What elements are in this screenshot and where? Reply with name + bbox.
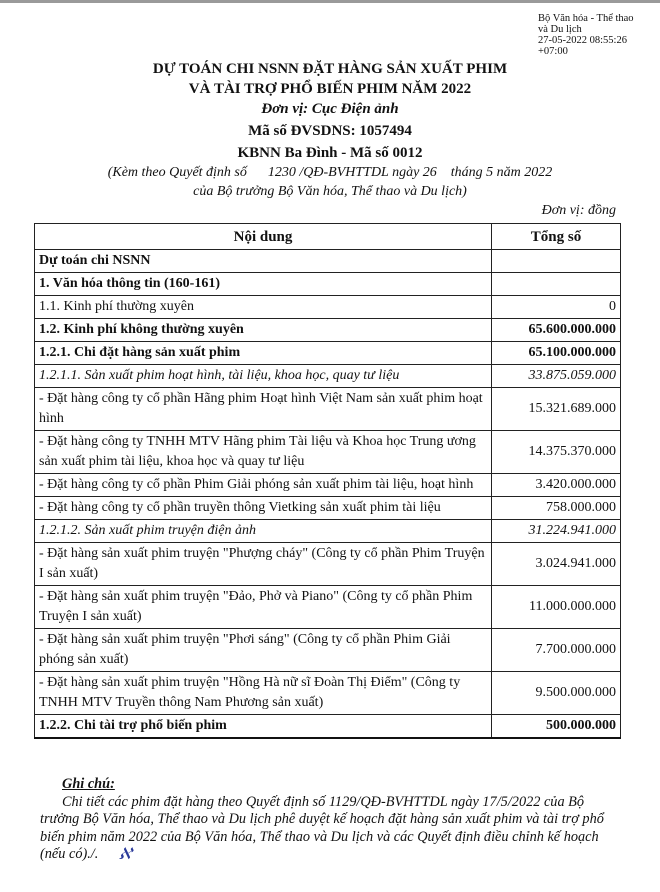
row-label: - Đặt hàng công ty TNHH MTV Hãng phim Tà… (34, 430, 492, 474)
row-label: 1.1. Kinh phí thường xuyên (34, 295, 492, 319)
col-header-total: Tổng số (491, 223, 621, 250)
digital-signature-stamp: Bộ Văn hóa - Thể thao và Du lịch 27-05-2… (538, 13, 658, 57)
doc-code: Mã số ĐVSDNS: 1057494 (248, 123, 412, 139)
stamp-timestamp: 27-05-2022 08:55:26 (538, 35, 627, 46)
row-value: 11.000.000.000 (491, 585, 621, 629)
table-row: - Đặt hàng sản xuất phim truyện "Phơi sá… (34, 628, 621, 672)
row-value: 3.420.000.000 (491, 473, 621, 497)
row-value: 14.375.370.000 (491, 430, 621, 474)
row-value: 33.875.059.000 (491, 364, 621, 388)
row-label: 1.2.2. Chi tài trợ phổ biến phim (34, 714, 492, 739)
row-value: 500.000.000 (491, 714, 621, 739)
row-label: Dự toán chi NSNN (34, 249, 492, 273)
row-label: 1.2.1.2. Sản xuất phim truyện điện ảnh (34, 519, 492, 543)
notes: Ghi chú: Chi tiết các phim đặt hàng theo… (40, 776, 620, 864)
budget-table: Nội dung Tổng số Dự toán chi NSNN 1. Văn … (34, 223, 621, 739)
doc-unit: Đơn vị: Cục Điện ảnh (261, 101, 399, 117)
stamp-timezone: +07:00 (538, 46, 568, 57)
table-row: - Đặt hàng công ty cổ phần truyền thông … (34, 496, 621, 520)
doc-attach-line2: của Bộ trưởng Bộ Văn hóa, Thể thao và Du… (193, 184, 467, 199)
table-row: 1.2. Kinh phí không thường xuyên 65.600.0… (34, 318, 621, 342)
row-value: 31.224.941.000 (491, 519, 621, 543)
table-row: - Đặt hàng công ty TNHH MTV Hãng phim Tà… (34, 430, 621, 474)
doc-kbnn: KBNN Ba Đình - Mã số 0012 (237, 145, 423, 161)
table-row: - Đặt hàng công ty cổ phần Phim Giải phó… (34, 473, 621, 497)
table-row: - Đặt hàng sản xuất phim truyện "Đảo, Ph… (34, 585, 621, 629)
stamp-line: Bộ Văn hóa - Thể thao (538, 13, 634, 24)
table-row: - Đặt hàng sản xuất phim truyện "Hồng Hà… (34, 671, 621, 715)
table-row: 1.2.1.1. Sản xuất phim hoạt hình, tài li… (34, 364, 621, 388)
table-row: 1.1. Kinh phí thường xuyên 0 (34, 295, 621, 319)
row-value: 65.100.000.000 (491, 341, 621, 365)
table-row: - Đặt hàng sản xuất phim truyện "Phượng … (34, 542, 621, 586)
table-row: 1.2.2. Chi tài trợ phổ biến phim 500.000.… (34, 714, 621, 739)
doc-title-line2: VÀ TÀI TRỢ PHỔ BIẾN PHIM NĂM 2022 (188, 81, 472, 97)
doc-attach-line1: (Kèm theo Quyết định số 1230 /QĐ-BVHTTDL… (107, 165, 553, 180)
row-value: 7.700.000.000 (491, 628, 621, 672)
row-label: - Đặt hàng công ty cổ phần Phim Giải phó… (34, 473, 492, 497)
row-label: 1. Văn hóa thông tin (160-161) (34, 272, 492, 296)
row-value: 3.024.941.000 (491, 542, 621, 586)
row-value (491, 272, 621, 296)
row-value: 758.000.000 (491, 496, 621, 520)
notes-heading: Ghi chú: (62, 776, 115, 792)
col-header-content: Nội dung (34, 223, 492, 250)
row-label: - Đặt hàng sản xuất phim truyện "Phượng … (34, 542, 492, 586)
table-row: 1. Văn hóa thông tin (160-161) (34, 272, 621, 296)
currency-unit: Đơn vị: đồng (541, 203, 616, 218)
row-value: 0 (491, 295, 621, 319)
row-value: 15.321.689.000 (491, 387, 621, 431)
row-label: - Đặt hàng công ty cổ phần Hãng phim Hoạ… (34, 387, 492, 431)
row-value: 9.500.000.000 (491, 671, 621, 715)
row-label: 1.2.1.1. Sản xuất phim hoạt hình, tài li… (34, 364, 492, 388)
doc-title-line1: DỰ TOÁN CHI NSNN ĐẶT HÀNG SẢN XUẤT PHIM (152, 61, 508, 77)
table-row: 1.2.1.2. Sản xuất phim truyện điện ảnh 31… (34, 519, 621, 543)
row-label: - Đặt hàng sản xuất phim truyện "Hồng Hà… (34, 671, 492, 715)
row-label: 1.2. Kinh phí không thường xuyên (34, 318, 492, 342)
row-value (491, 249, 621, 273)
row-label: - Đặt hàng sản xuất phim truyện "Đảo, Ph… (34, 585, 492, 629)
table-row: Dự toán chi NSNN (34, 249, 621, 273)
stamp-line: và Du lịch (538, 24, 582, 35)
row-label: 1.2.1. Chi đặt hàng sản xuất phim (34, 341, 492, 365)
row-label: - Đặt hàng sản xuất phim truyện "Phơi sá… (34, 628, 492, 672)
table-row: - Đặt hàng công ty cổ phần Hãng phim Hoạ… (34, 387, 621, 431)
row-value: 65.600.000.000 (491, 318, 621, 342)
row-label: - Đặt hàng công ty cổ phần truyền thông … (34, 496, 492, 520)
table-row: 1.2.1. Chi đặt hàng sản xuất phim 65.100.… (34, 341, 621, 365)
notes-text: Chi tiết các phim đặt hàng theo Quyết đị… (40, 793, 604, 863)
